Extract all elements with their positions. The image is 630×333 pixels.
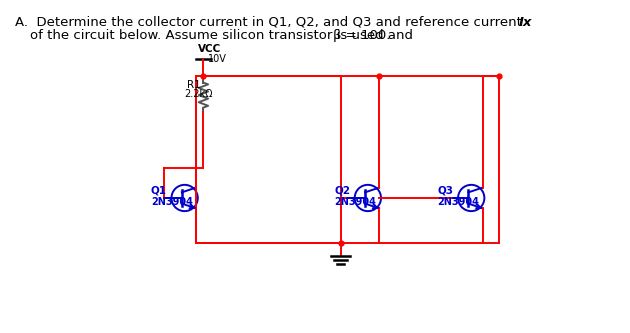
Text: VCC: VCC: [198, 44, 221, 54]
Text: Q2: Q2: [334, 185, 350, 195]
Text: R1: R1: [188, 80, 201, 90]
Text: Q1: Q1: [151, 185, 167, 195]
Text: 2N3904: 2N3904: [151, 197, 193, 207]
Text: 2.2kΩ: 2.2kΩ: [185, 89, 213, 99]
Text: A.  Determine the collector current in Q1, Q2, and Q3 and reference current: A. Determine the collector current in Q1…: [14, 16, 525, 29]
Text: 2N3904: 2N3904: [437, 197, 479, 207]
Text: of the circuit below. Assume silicon transistor is used and: of the circuit below. Assume silicon tra…: [30, 29, 417, 42]
Text: 10V: 10V: [208, 54, 227, 64]
Text: Ix: Ix: [519, 16, 532, 29]
Text: β = 100.: β = 100.: [333, 29, 391, 42]
Text: Q3: Q3: [437, 185, 454, 195]
Text: 2N3904: 2N3904: [334, 197, 376, 207]
